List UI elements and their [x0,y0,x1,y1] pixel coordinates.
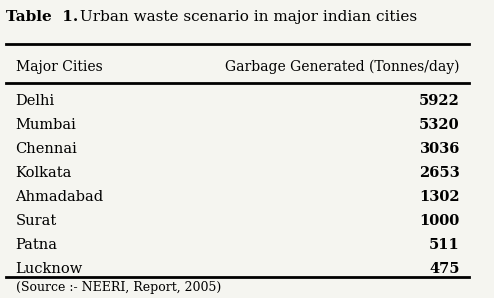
Text: 511: 511 [429,238,460,252]
Text: Surat: Surat [16,214,57,228]
Text: 475: 475 [429,262,460,276]
Text: 3036: 3036 [419,142,460,156]
Text: 2653: 2653 [419,166,460,180]
Text: Patna: Patna [16,238,58,252]
Text: Major Cities: Major Cities [16,60,102,74]
Text: Delhi: Delhi [16,94,55,108]
Text: Garbage Generated (Tonnes/day): Garbage Generated (Tonnes/day) [225,60,460,74]
Text: (Source :- NEERI, Report, 2005): (Source :- NEERI, Report, 2005) [16,280,221,294]
Text: Urban waste scenario in major indian cities: Urban waste scenario in major indian cit… [75,10,417,24]
Text: Kolkata: Kolkata [16,166,72,180]
Text: 1302: 1302 [419,190,460,204]
Text: 5320: 5320 [419,118,460,132]
Text: 1000: 1000 [419,214,460,228]
Text: Mumbai: Mumbai [16,118,77,132]
Text: 5922: 5922 [419,94,460,108]
Text: Ahmadabad: Ahmadabad [16,190,104,204]
Text: Table  1.: Table 1. [6,10,79,24]
Text: Lucknow: Lucknow [16,262,83,276]
Text: Chennai: Chennai [16,142,78,156]
